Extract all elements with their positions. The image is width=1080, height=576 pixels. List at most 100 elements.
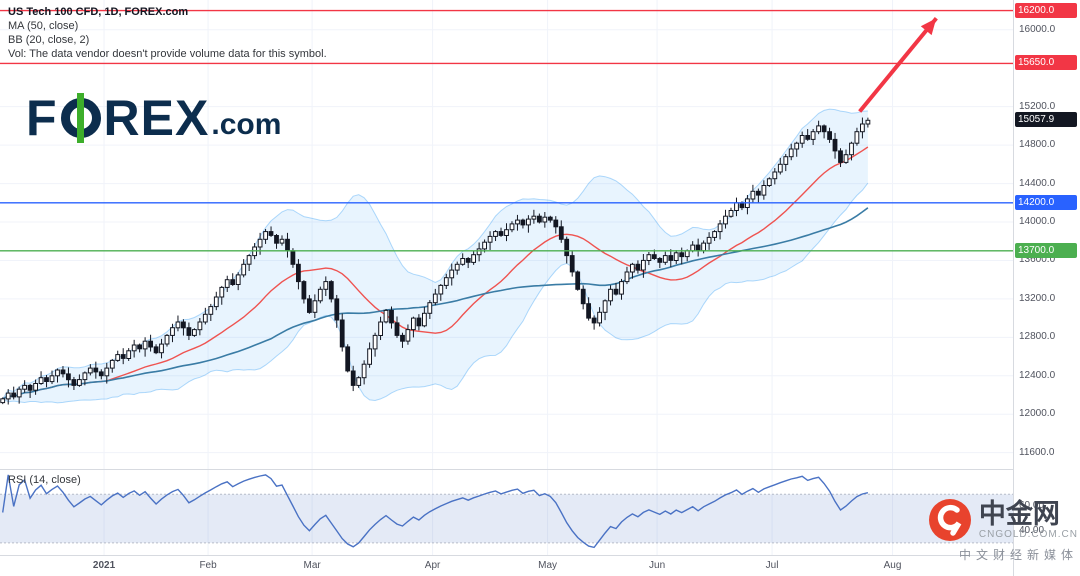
candle-body [690, 244, 696, 252]
time-tick-label: Jun [649, 560, 666, 571]
candle-body [547, 216, 553, 221]
candle-body [597, 311, 603, 324]
candle-body [257, 238, 263, 248]
candle-body [224, 279, 230, 288]
candle-body [153, 346, 159, 354]
level-price-badge: 13700.0 [1015, 242, 1077, 258]
candle-body [586, 303, 592, 319]
candle-body [16, 388, 22, 398]
candle-body [109, 359, 115, 369]
rsi-line [2, 474, 869, 549]
candle-body [175, 321, 181, 329]
legend-ma-label[interactable]: MA (50, close) [8, 20, 79, 32]
time-axis[interactable]: 2021 Feb Mar Apr May Jun Jul Aug [0, 556, 1013, 576]
rsi-indicator-label[interactable]: RSI (14, close) [8, 474, 81, 486]
candle-body [33, 383, 39, 391]
candle-body [98, 371, 104, 377]
time-tick-label: Feb [199, 560, 217, 571]
candle-body [706, 236, 712, 244]
candle-body [832, 138, 838, 152]
price-chart-svg [0, 0, 1013, 469]
candle-body [460, 258, 466, 265]
price-tick-label: 12000.0 [1019, 408, 1056, 420]
candle-body [307, 298, 312, 313]
candle-body [367, 348, 373, 365]
candle-body [542, 216, 548, 223]
time-tick-label: Aug [883, 560, 902, 571]
candle-body [509, 223, 515, 231]
candle-body [564, 238, 570, 257]
candle-body [290, 250, 296, 265]
price-tick-label: 13200.0 [1019, 292, 1056, 304]
candle-body [569, 255, 575, 273]
price-tick-label: 16000.0 [1019, 23, 1056, 35]
candle-body [613, 288, 619, 295]
candle-body [427, 302, 433, 314]
candle-body [805, 135, 811, 140]
rsi-band [0, 494, 1013, 543]
candle-body [148, 340, 153, 348]
candle-body [838, 150, 843, 163]
cngold-logo-icon [928, 498, 972, 542]
candle-body [5, 392, 11, 400]
candle-body [580, 288, 586, 305]
candle-body [27, 384, 33, 391]
candle-body [591, 317, 597, 324]
bollinger-lower [2, 182, 869, 404]
watermark-tagline: 中文财经新媒体 [958, 548, 1078, 562]
legend-bb-label[interactable]: BB (20, close, 2) [8, 34, 90, 46]
candle-body [520, 219, 526, 226]
candle-body [82, 372, 88, 381]
candle-body [274, 235, 279, 244]
candle-body [131, 344, 137, 352]
candle-body [142, 340, 148, 350]
candle-body [77, 379, 82, 386]
candle-body [55, 369, 60, 377]
time-tick-label: 2021 [92, 560, 116, 571]
candle-body [821, 125, 827, 133]
price-axis[interactable]: 16000.0 15200.0 14800.0 14400.0 14000.0 13600… [1013, 0, 1080, 576]
forex-logo: F REX .com [26, 93, 281, 143]
candle-body [66, 373, 71, 381]
rsi-pane[interactable]: RSI (14, close) [0, 470, 1013, 556]
candle-body [739, 202, 745, 209]
candle-body [504, 229, 509, 236]
time-tick-label: Apr [424, 560, 441, 571]
legend-vol-label[interactable]: Vol: The data vendor doesn't provide vol… [8, 48, 327, 60]
level-price-badge: 14200.0 [1015, 194, 1077, 210]
candle-body [684, 250, 690, 258]
candle-body [383, 309, 389, 323]
candle-body [93, 367, 99, 373]
candle-body [356, 377, 362, 386]
candle-body [279, 238, 285, 244]
candle-body [60, 369, 66, 375]
symbol-title[interactable]: US Tech 100 CFD, 1D, FOREX.com [8, 6, 189, 18]
rsi-chart-svg [0, 470, 1013, 555]
candle-body [756, 190, 761, 196]
candle-body [471, 254, 477, 263]
candle-body [668, 255, 674, 261]
candle-body [241, 263, 247, 276]
candle-body [219, 286, 225, 298]
candle-body [865, 119, 871, 125]
watermark-title: 中金网 [978, 499, 1060, 529]
candle-body [230, 279, 236, 286]
candle-body [673, 252, 679, 262]
candle-body [443, 277, 449, 286]
candle-body [137, 344, 142, 350]
candle-body [104, 367, 110, 377]
candle-body [635, 263, 641, 271]
price-pane[interactable]: US Tech 100 CFD, 1D, FOREX.com MA (50, c… [0, 0, 1013, 470]
watermark-domain: CNGOLD.COM.CN [978, 529, 1078, 540]
candle-body [493, 231, 498, 237]
candle-body [361, 363, 367, 379]
candle-body [181, 321, 186, 329]
price-tick-label: 11600.0 [1019, 446, 1055, 458]
price-tick-label: 14000.0 [1019, 216, 1056, 227]
candle-body [44, 377, 49, 383]
candle-body [87, 367, 93, 374]
candle-body [115, 354, 121, 361]
rsi-tick-label: 60.00 [1019, 500, 1045, 512]
chart-legend: US Tech 100 CFD, 1D, FOREX.com MA (50, c… [8, 5, 327, 61]
candle-body [662, 255, 668, 263]
